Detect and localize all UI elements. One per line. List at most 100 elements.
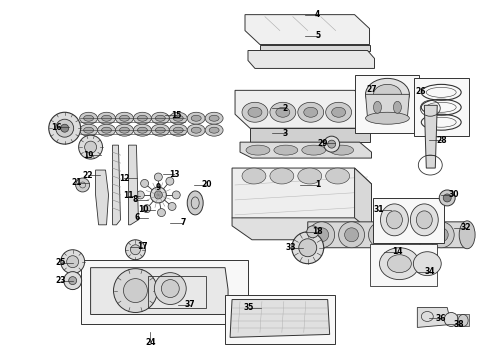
Ellipse shape [78,135,102,159]
Ellipse shape [404,228,418,242]
Bar [148,276,206,307]
Ellipse shape [137,115,147,121]
Ellipse shape [242,102,268,122]
Ellipse shape [366,78,409,110]
Polygon shape [250,128,369,142]
Ellipse shape [169,124,187,136]
Text: 27: 27 [366,85,377,94]
Ellipse shape [380,204,408,236]
Text: 38: 38 [454,320,465,329]
Ellipse shape [133,112,151,124]
Ellipse shape [344,228,359,242]
Ellipse shape [116,112,133,124]
Ellipse shape [246,145,270,155]
Ellipse shape [187,112,205,124]
Ellipse shape [270,168,294,184]
Ellipse shape [324,136,340,152]
Text: 19: 19 [83,150,94,159]
Ellipse shape [64,272,82,289]
Text: 29: 29 [318,139,328,148]
Bar [81,260,248,324]
Polygon shape [366,94,409,118]
Ellipse shape [292,232,324,264]
Ellipse shape [61,250,85,274]
Text: 24: 24 [145,338,156,347]
Ellipse shape [136,191,145,199]
Ellipse shape [116,124,133,136]
Ellipse shape [439,190,455,206]
Polygon shape [91,268,228,315]
Text: 20: 20 [201,180,211,189]
Ellipse shape [98,124,116,136]
Ellipse shape [328,140,336,148]
Polygon shape [235,90,369,128]
Text: 25: 25 [55,258,66,267]
Polygon shape [417,307,451,328]
Ellipse shape [151,112,169,124]
Ellipse shape [125,240,146,260]
Ellipse shape [444,312,458,327]
Ellipse shape [330,145,354,155]
Bar [372,198,444,243]
Ellipse shape [130,245,141,255]
Polygon shape [232,168,371,232]
Ellipse shape [374,228,389,242]
Bar [355,75,419,133]
Polygon shape [248,50,374,68]
Ellipse shape [339,222,365,248]
Ellipse shape [80,112,98,124]
Ellipse shape [151,124,169,136]
Ellipse shape [443,194,451,202]
Ellipse shape [154,273,186,305]
Ellipse shape [298,102,324,122]
Polygon shape [240,142,371,158]
Text: 26: 26 [415,87,426,96]
Text: 33: 33 [286,243,296,252]
Text: 9: 9 [156,184,161,193]
Ellipse shape [459,221,475,249]
Text: 3: 3 [282,129,288,138]
Text: 37: 37 [185,300,196,309]
Ellipse shape [84,127,94,133]
Ellipse shape [205,124,223,136]
Ellipse shape [416,211,432,229]
Text: 18: 18 [313,227,323,236]
Text: 2: 2 [282,104,288,113]
Ellipse shape [56,119,74,137]
Ellipse shape [98,112,116,124]
Ellipse shape [85,141,97,153]
Ellipse shape [270,102,296,122]
Text: 31: 31 [373,206,384,215]
Polygon shape [113,145,121,225]
Text: 11: 11 [123,192,134,201]
Text: 1: 1 [315,180,320,189]
Text: 14: 14 [392,247,403,256]
Text: 16: 16 [51,123,62,132]
Ellipse shape [120,127,129,133]
Ellipse shape [141,179,148,188]
Polygon shape [96,170,108,225]
Ellipse shape [373,101,382,113]
Ellipse shape [143,205,151,213]
Text: 15: 15 [171,111,181,120]
Ellipse shape [61,124,69,132]
Bar [415,78,469,136]
Text: 7: 7 [180,218,186,227]
Text: 13: 13 [169,170,179,179]
Ellipse shape [398,222,424,248]
Ellipse shape [373,84,401,104]
Polygon shape [260,45,369,50]
Ellipse shape [368,222,394,248]
Polygon shape [308,222,469,248]
Ellipse shape [388,255,412,273]
Ellipse shape [166,177,174,185]
Ellipse shape [248,107,262,117]
Ellipse shape [298,168,322,184]
Ellipse shape [187,191,203,215]
Text: 36: 36 [436,314,446,323]
Bar [369,244,437,285]
Ellipse shape [101,115,112,121]
Ellipse shape [332,107,345,117]
Ellipse shape [80,124,98,136]
Ellipse shape [173,127,183,133]
